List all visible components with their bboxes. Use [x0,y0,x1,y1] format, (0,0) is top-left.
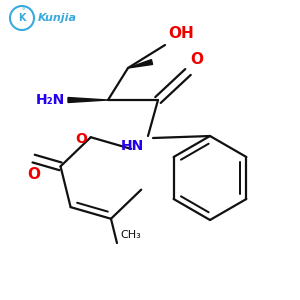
Text: O: O [27,167,40,182]
Text: H₂N: H₂N [36,93,65,107]
Text: O: O [190,52,203,67]
Text: OH: OH [168,26,194,41]
Text: HN: HN [121,139,144,153]
Text: K: K [18,13,26,23]
Polygon shape [68,98,108,103]
Polygon shape [128,60,153,68]
Text: Kunjia: Kunjia [38,13,77,23]
Text: °: ° [21,8,25,14]
Text: CH₃: CH₃ [120,230,141,240]
Text: O: O [75,132,87,146]
